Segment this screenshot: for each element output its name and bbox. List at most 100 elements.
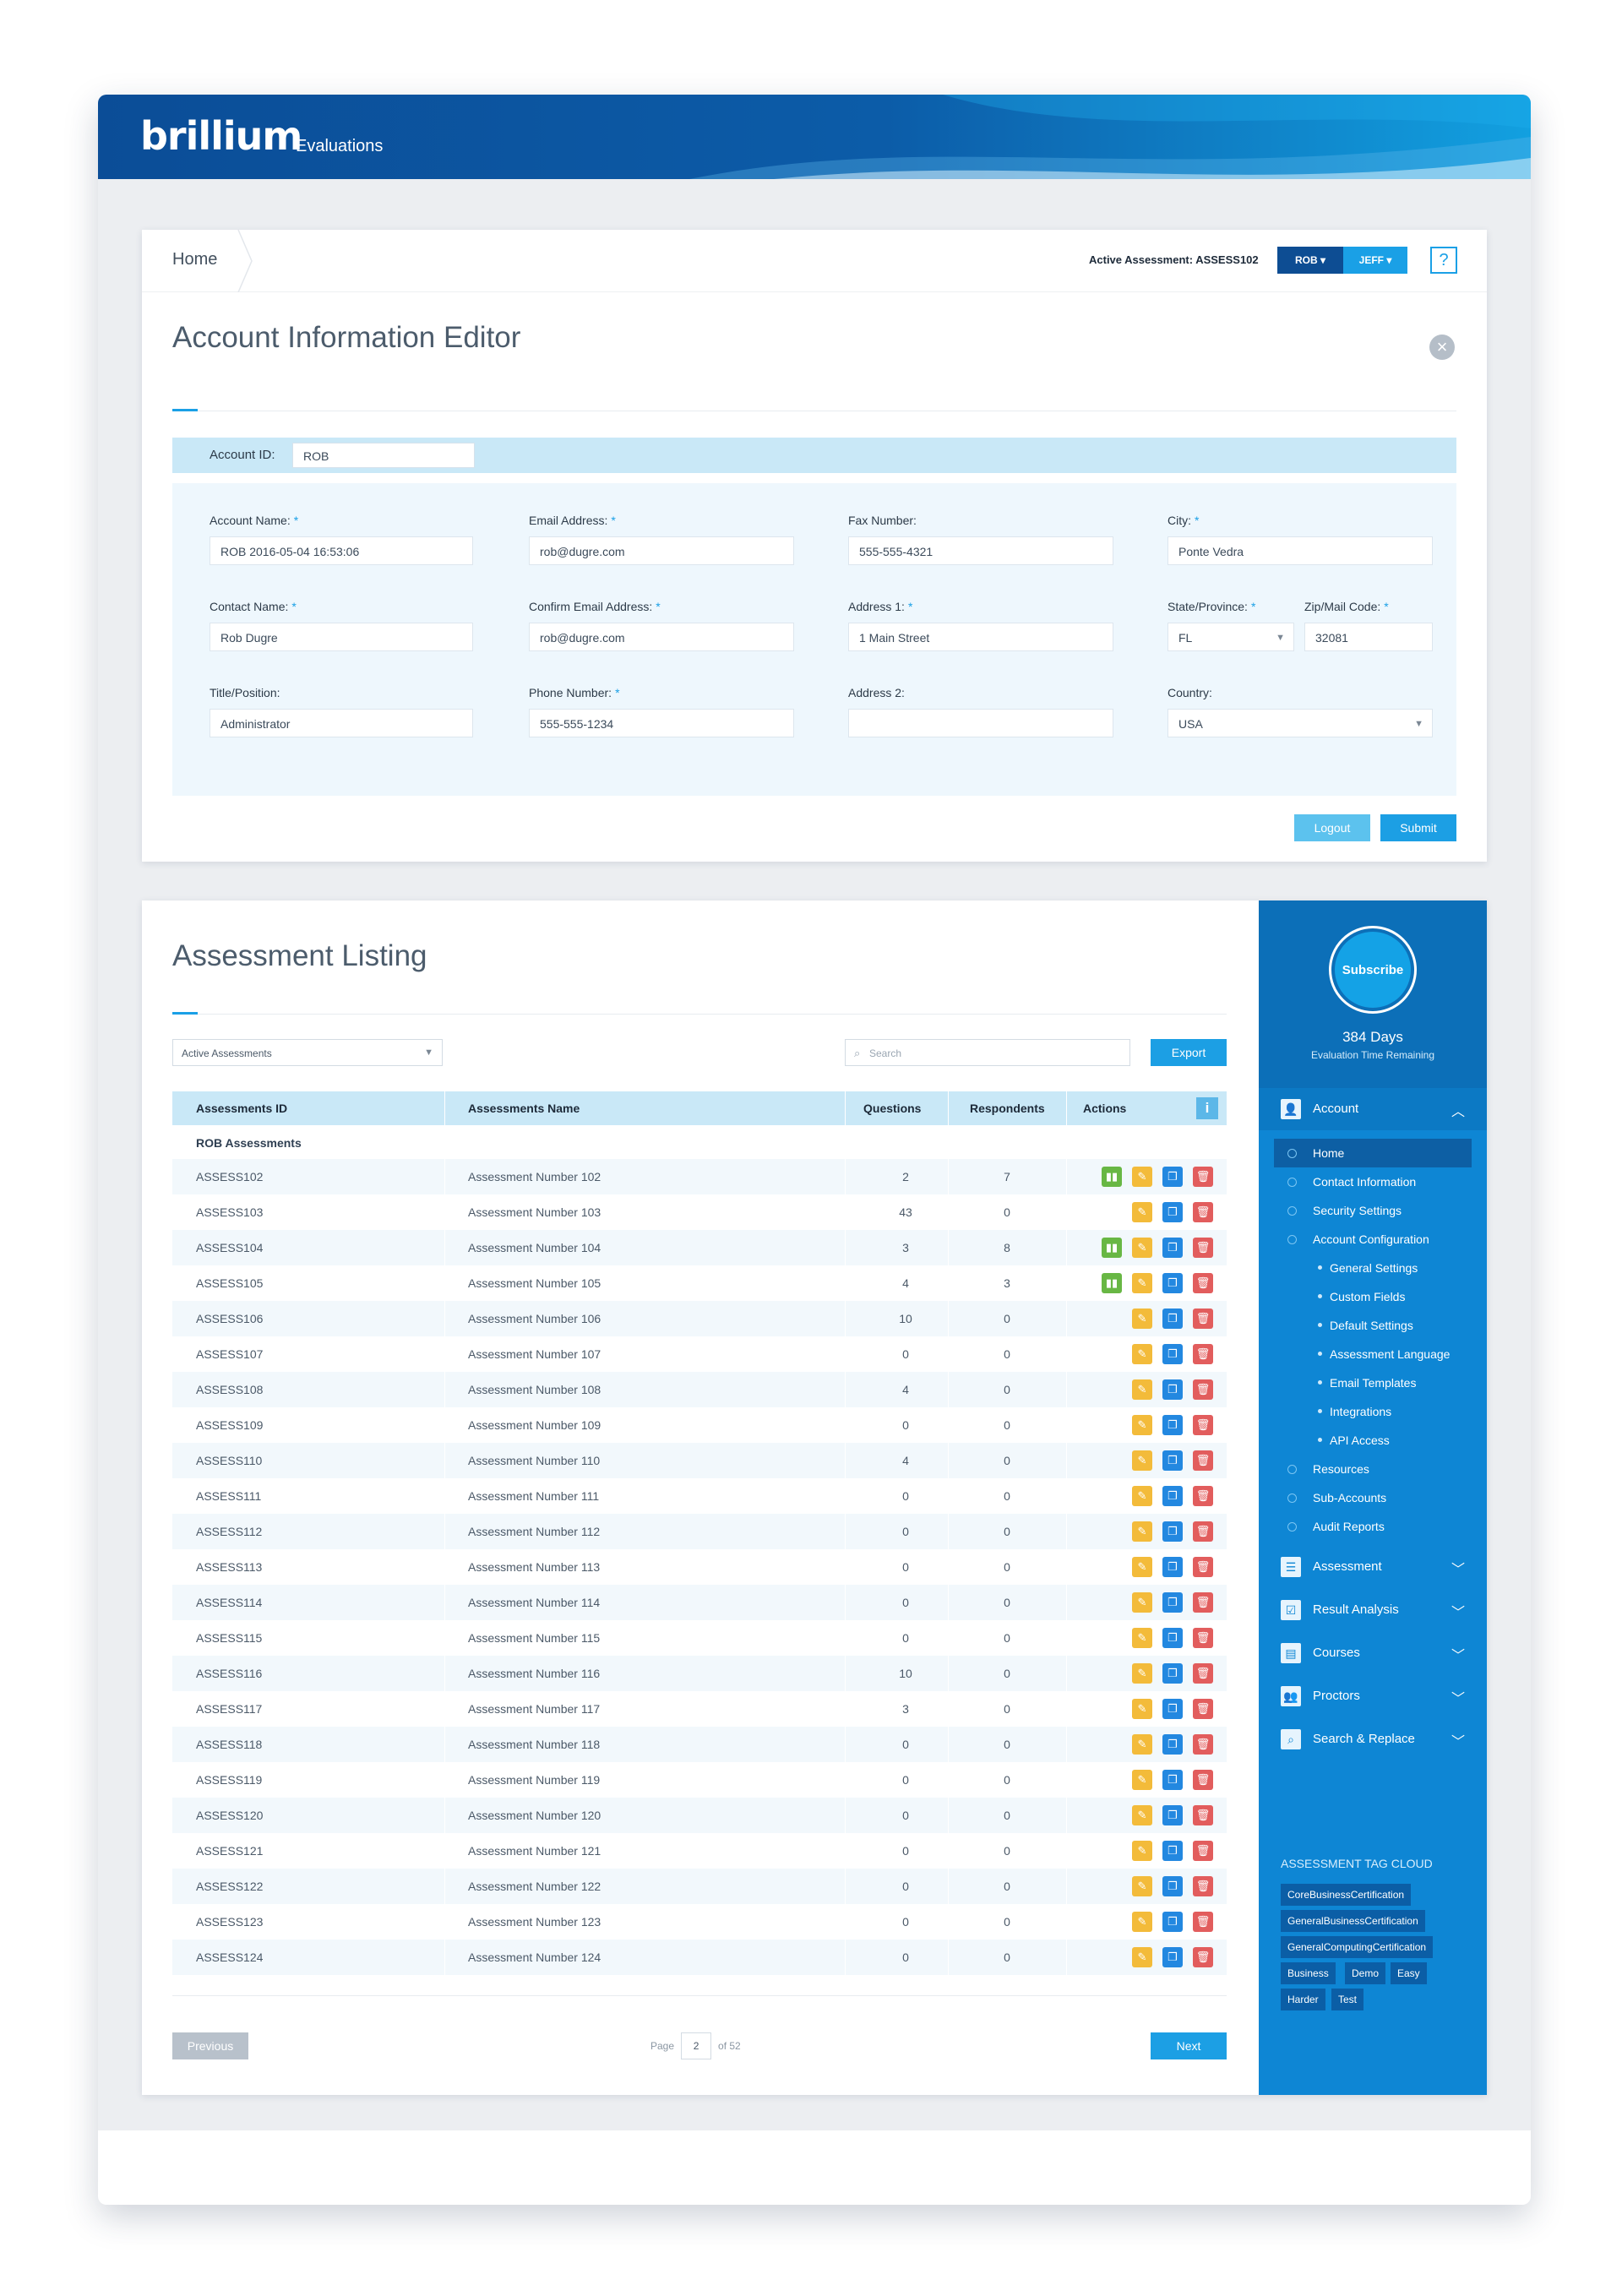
edit-icon[interactable]: ✎ [1132, 1486, 1152, 1506]
edit-icon[interactable]: ✎ [1132, 1734, 1152, 1755]
edit-icon[interactable]: ✎ [1132, 1947, 1152, 1967]
delete-icon[interactable]: 🗑 [1193, 1273, 1213, 1293]
col-respondents[interactable]: Respondents [970, 1102, 1045, 1115]
table-row[interactable]: ASSESS119 Assessment Number 119 0 0 ✎ ❐ 🗑 [172, 1762, 1227, 1798]
sidebar-section-account[interactable]: 👤 Account ︿ [1259, 1088, 1487, 1130]
tag-chip[interactable]: GeneralComputingCertification [1281, 1936, 1434, 1958]
table-row[interactable]: ASSESS117 Assessment Number 117 3 0 ✎ ❐ 🗑 [172, 1691, 1227, 1727]
table-row[interactable]: ASSESS104 Assessment Number 104 3 8 ▮▮ ✎ ❐ 🗑 [172, 1230, 1227, 1265]
delete-icon[interactable]: 🗑 [1193, 1734, 1213, 1755]
copy-icon[interactable]: ❐ [1162, 1947, 1183, 1967]
sidebar-item[interactable]: Integrations [1259, 1397, 1487, 1426]
user-dropdown[interactable]: ROB ▾ [1277, 247, 1343, 274]
copy-icon[interactable]: ❐ [1162, 1202, 1183, 1222]
sidebar-item[interactable]: Custom Fields [1259, 1282, 1487, 1311]
table-row[interactable]: ASSESS110 Assessment Number 110 4 0 ✎ ❐ 🗑 [172, 1443, 1227, 1478]
search-input[interactable]: ⌕ Search [845, 1039, 1130, 1066]
delete-icon[interactable]: 🗑 [1193, 1912, 1213, 1932]
assessment-filter-select[interactable]: Active Assessments ▼ [172, 1039, 443, 1066]
delete-icon[interactable]: 🗑 [1193, 1202, 1213, 1222]
delete-icon[interactable]: 🗑 [1193, 1770, 1213, 1790]
page-number-input[interactable]: 2 [681, 2032, 712, 2059]
edit-icon[interactable]: ✎ [1132, 1663, 1152, 1684]
sidebar-section[interactable]: ⌕ Search & Replace ﹀ [1259, 1718, 1487, 1760]
col-assessment-id[interactable]: Assessments ID [196, 1102, 288, 1115]
sidebar-item[interactable]: Audit Reports [1259, 1512, 1487, 1541]
edit-icon[interactable]: ✎ [1132, 1592, 1152, 1613]
account-id-field[interactable]: ROB [292, 443, 475, 468]
subscribe-button[interactable]: Subscribe [1335, 932, 1411, 1008]
tag-chip[interactable]: Test [1331, 1989, 1364, 2010]
submit-button[interactable]: Submit [1380, 814, 1456, 841]
delete-icon[interactable]: 🗑 [1193, 1841, 1213, 1861]
edit-icon[interactable]: ✎ [1132, 1415, 1152, 1435]
copy-icon[interactable]: ❐ [1162, 1309, 1183, 1329]
table-row[interactable]: ASSESS120 Assessment Number 120 0 0 ✎ ❐ 🗑 [172, 1798, 1227, 1833]
table-row[interactable]: ASSESS106 Assessment Number 106 10 0 ✎ ❐ 🗑 [172, 1301, 1227, 1336]
export-button[interactable]: Export [1151, 1039, 1227, 1066]
copy-icon[interactable]: ❐ [1162, 1379, 1183, 1400]
table-row[interactable]: ASSESS113 Assessment Number 113 0 0 ✎ ❐ 🗑 [172, 1549, 1227, 1585]
copy-icon[interactable]: ❐ [1162, 1344, 1183, 1364]
table-row[interactable]: ASSESS116 Assessment Number 116 10 0 ✎ ❐ 🗑 [172, 1656, 1227, 1691]
close-icon[interactable]: × [1429, 335, 1455, 360]
previous-button[interactable]: Previous [172, 2032, 248, 2059]
sidebar-item[interactable]: Default Settings [1259, 1311, 1487, 1340]
col-questions[interactable]: Questions [863, 1102, 922, 1115]
sidebar-item[interactable]: Home [1274, 1139, 1472, 1167]
copy-icon[interactable]: ❐ [1162, 1841, 1183, 1861]
delete-icon[interactable]: 🗑 [1193, 1805, 1213, 1825]
table-row[interactable]: ASSESS107 Assessment Number 107 0 0 ✎ ❐ 🗑 [172, 1336, 1227, 1372]
edit-icon[interactable]: ✎ [1132, 1912, 1152, 1932]
title-field[interactable]: Administrator [210, 709, 473, 737]
help-button[interactable]: ? [1430, 247, 1457, 274]
table-row[interactable]: ASSESS118 Assessment Number 118 0 0 ✎ ❐ 🗑 [172, 1727, 1227, 1762]
edit-icon[interactable]: ✎ [1132, 1238, 1152, 1258]
sidebar-section[interactable]: ☰ Assessment ﹀ [1259, 1546, 1487, 1588]
delete-icon[interactable]: 🗑 [1193, 1521, 1213, 1542]
table-row[interactable]: ASSESS124 Assessment Number 124 0 0 ✎ ❐ 🗑 [172, 1940, 1227, 1975]
col-assessment-name[interactable]: Assessments Name [468, 1102, 580, 1115]
copy-icon[interactable]: ❐ [1162, 1770, 1183, 1790]
phone-field[interactable]: 555-555-1234 [529, 709, 794, 737]
breadcrumb-home[interactable]: Home [172, 250, 218, 269]
copy-icon[interactable]: ❐ [1162, 1912, 1183, 1932]
sidebar-item[interactable]: Sub-Accounts [1259, 1483, 1487, 1512]
delete-icon[interactable]: 🗑 [1193, 1450, 1213, 1471]
sidebar-item[interactable]: Assessment Language [1259, 1340, 1487, 1368]
table-row[interactable]: ASSESS102 Assessment Number 102 2 7 ▮▮ ✎ ❐ 🗑 [172, 1159, 1227, 1194]
sidebar-item[interactable]: General Settings [1259, 1254, 1487, 1282]
edit-icon[interactable]: ✎ [1132, 1521, 1152, 1542]
results-chart-icon[interactable]: ▮▮ [1102, 1238, 1122, 1258]
edit-icon[interactable]: ✎ [1132, 1770, 1152, 1790]
fax-field[interactable]: 555-555-4321 [848, 536, 1113, 565]
tag-chip[interactable]: CoreBusinessCertification [1281, 1884, 1412, 1906]
copy-icon[interactable]: ❐ [1162, 1486, 1183, 1506]
tag-chip[interactable]: Harder [1281, 1989, 1325, 2010]
delete-icon[interactable]: 🗑 [1193, 1379, 1213, 1400]
state-select[interactable]: FL ▼ [1168, 623, 1294, 651]
edit-icon[interactable]: ✎ [1132, 1167, 1152, 1187]
copy-icon[interactable]: ❐ [1162, 1699, 1183, 1719]
table-row[interactable]: ASSESS114 Assessment Number 114 0 0 ✎ ❐ 🗑 [172, 1585, 1227, 1620]
delete-icon[interactable]: 🗑 [1193, 1592, 1213, 1613]
delete-icon[interactable]: 🗑 [1193, 1309, 1213, 1329]
sidebar-section[interactable]: ▤ Courses ﹀ [1259, 1632, 1487, 1674]
copy-icon[interactable]: ❐ [1162, 1450, 1183, 1471]
delete-icon[interactable]: 🗑 [1193, 1663, 1213, 1684]
table-row[interactable]: ASSESS103 Assessment Number 103 43 0 ✎ ❐ 🗑 [172, 1194, 1227, 1230]
country-select[interactable]: USA ▼ [1168, 709, 1433, 737]
delete-icon[interactable]: 🗑 [1193, 1415, 1213, 1435]
tag-chip[interactable]: GeneralBusinessCertification [1281, 1910, 1425, 1932]
table-row[interactable]: ASSESS105 Assessment Number 105 4 3 ▮▮ ✎ ❐ 🗑 [172, 1265, 1227, 1301]
results-chart-icon[interactable]: ▮▮ [1102, 1167, 1122, 1187]
sidebar-item[interactable]: Contact Information [1259, 1167, 1487, 1196]
sidebar-section[interactable]: 👥 Proctors ﹀ [1259, 1675, 1487, 1717]
next-button[interactable]: Next [1151, 2032, 1227, 2059]
sidebar-item[interactable]: API Access [1259, 1426, 1487, 1455]
copy-icon[interactable]: ❐ [1162, 1876, 1183, 1896]
sidebar-item[interactable]: Security Settings [1259, 1196, 1487, 1225]
copy-icon[interactable]: ❐ [1162, 1805, 1183, 1825]
address1-field[interactable]: 1 Main Street [848, 623, 1113, 651]
copy-icon[interactable]: ❐ [1162, 1273, 1183, 1293]
